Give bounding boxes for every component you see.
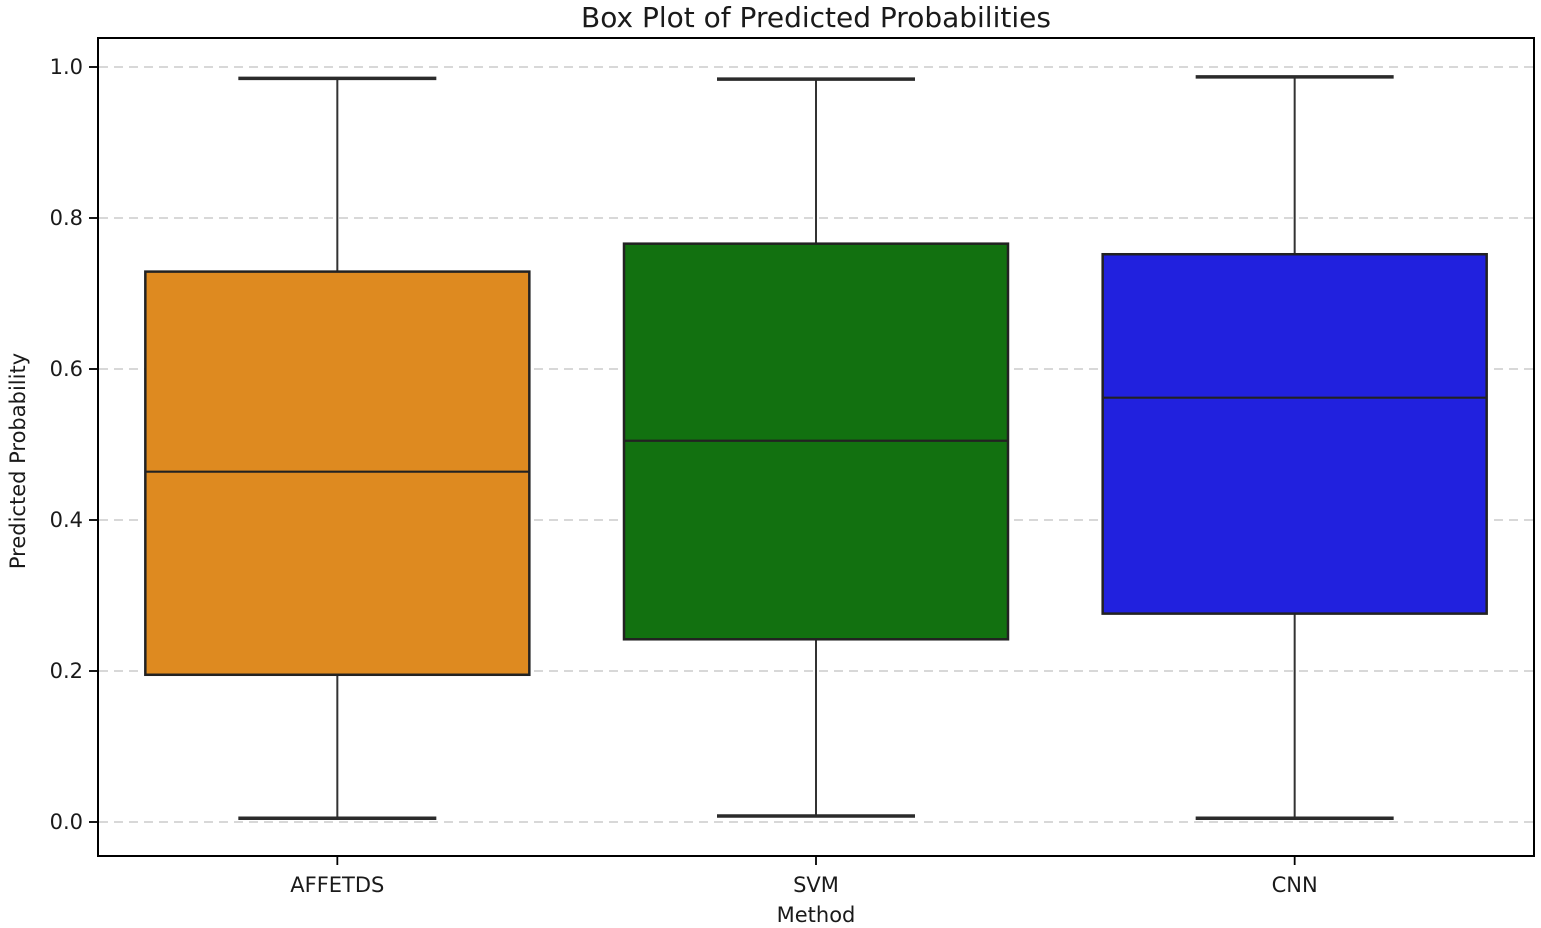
- y-tick-label: 0.8: [50, 206, 83, 230]
- y-tick-label: 0.6: [50, 357, 83, 381]
- box-cnn: [1101, 252, 1488, 615]
- box-affetds: [144, 270, 531, 677]
- y-tick-label: 0.2: [50, 659, 83, 683]
- x-tick-label-cnn: CNN: [1272, 873, 1318, 897]
- x-axis-label: Method: [776, 903, 856, 927]
- chart-title: Box Plot of Predicted Probabilities: [581, 1, 1051, 34]
- y-tick-label: 0.4: [50, 508, 83, 532]
- y-axis-label: Predicted Probability: [6, 352, 30, 570]
- y-tick-label: 1.0: [50, 55, 83, 79]
- x-tick-label-affetds: AFFETDS: [290, 873, 384, 897]
- y-tick-label: 0.0: [50, 810, 83, 834]
- x-tick-label-svm: SVM: [793, 873, 839, 897]
